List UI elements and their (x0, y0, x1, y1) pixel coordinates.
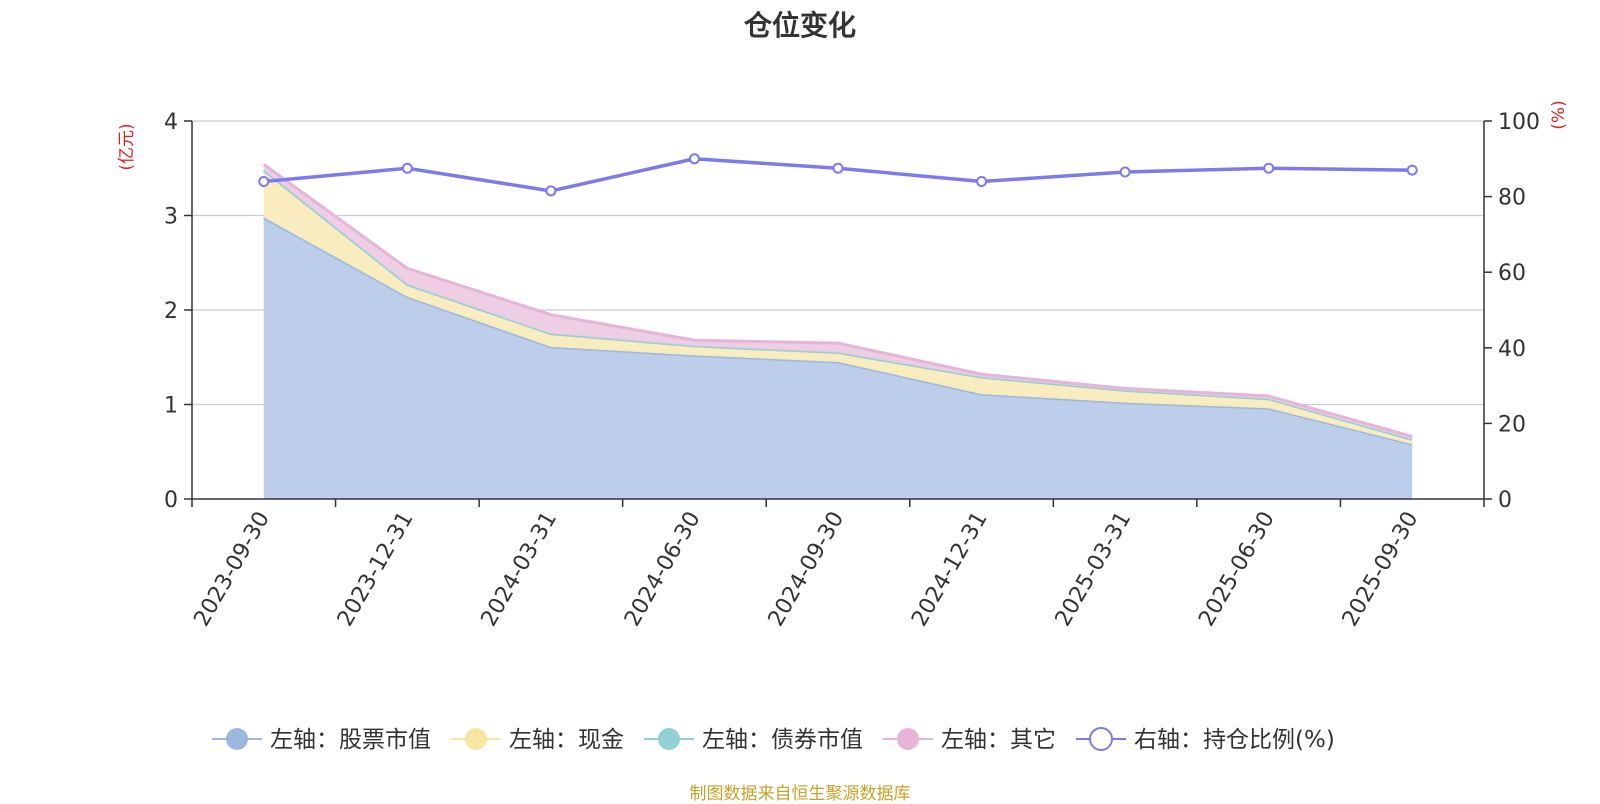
legend-item-label[interactable]: 左轴：其它 (941, 727, 1056, 753)
data-point (1119, 166, 1131, 178)
data-point (688, 153, 700, 165)
left-tick-label: 4 (164, 110, 178, 135)
chart-title: 仓位变化 (743, 9, 856, 42)
ratio-line (258, 153, 1418, 197)
right-tick-label: 20 (1498, 412, 1526, 437)
x-tick-label: 2024-06-30 (620, 508, 706, 631)
x-tick-label: 2025-06-30 (1194, 508, 1280, 631)
x-tick-label: 2024-09-30 (764, 508, 850, 631)
right-axis-unit-label: (%) (1549, 100, 1569, 129)
area-edge-左轴：其它 (262, 163, 1413, 439)
legend-swatch-marker (897, 728, 919, 750)
legend-item-label[interactable]: 左轴：债券市值 (702, 727, 863, 753)
left-tick-label: 3 (164, 205, 178, 230)
data-point (1406, 164, 1418, 176)
x-tick-label: 2024-03-31 (477, 508, 563, 631)
stacked-areas (262, 163, 1413, 499)
legend-item-label[interactable]: 左轴：现金 (509, 727, 624, 753)
data-point (258, 175, 270, 187)
area-左轴：股票市值 (263, 217, 1413, 499)
right-tick-label: 0 (1498, 488, 1512, 513)
right-tick-label: 40 (1498, 337, 1526, 362)
data-point (832, 162, 844, 174)
x-tick-label: 2025-09-30 (1338, 508, 1424, 631)
legend-swatch-marker (465, 728, 487, 750)
x-tick-label: 2023-09-30 (189, 508, 275, 631)
left-axis-unit-label: (亿元) (117, 123, 137, 170)
legend-item-label[interactable]: 右轴：持仓比例(%) (1134, 727, 1335, 753)
right-tick-label: 60 (1498, 261, 1526, 286)
data-point (545, 185, 557, 197)
data-point (976, 175, 988, 187)
right-tick-label: 100 (1498, 110, 1540, 135)
legend-swatch-marker (658, 728, 680, 750)
legend-swatch-marker (1089, 727, 1113, 751)
area-左轴：其它 (263, 164, 1413, 440)
footer-note: 制图数据来自恒生聚源数据库 (689, 784, 911, 804)
left-tick-label: 2 (164, 299, 178, 324)
legend-item-label[interactable]: 左轴：股票市值 (270, 727, 431, 753)
legend-swatch-marker (226, 728, 248, 750)
right-tick-label: 80 (1498, 186, 1526, 211)
left-tick-label: 0 (164, 488, 178, 513)
x-tick-label: 2023-12-31 (333, 508, 419, 631)
data-point (401, 162, 413, 174)
x-tick-label: 2024-12-31 (907, 508, 993, 631)
x-tick-label: 2025-03-31 (1051, 508, 1137, 631)
data-point (1263, 162, 1275, 174)
legend: 左轴：股票市值 左轴：现金 左轴：债券市值 左轴：其它 右轴：持仓比例(%) (212, 727, 1335, 753)
left-tick-label: 1 (164, 394, 178, 419)
